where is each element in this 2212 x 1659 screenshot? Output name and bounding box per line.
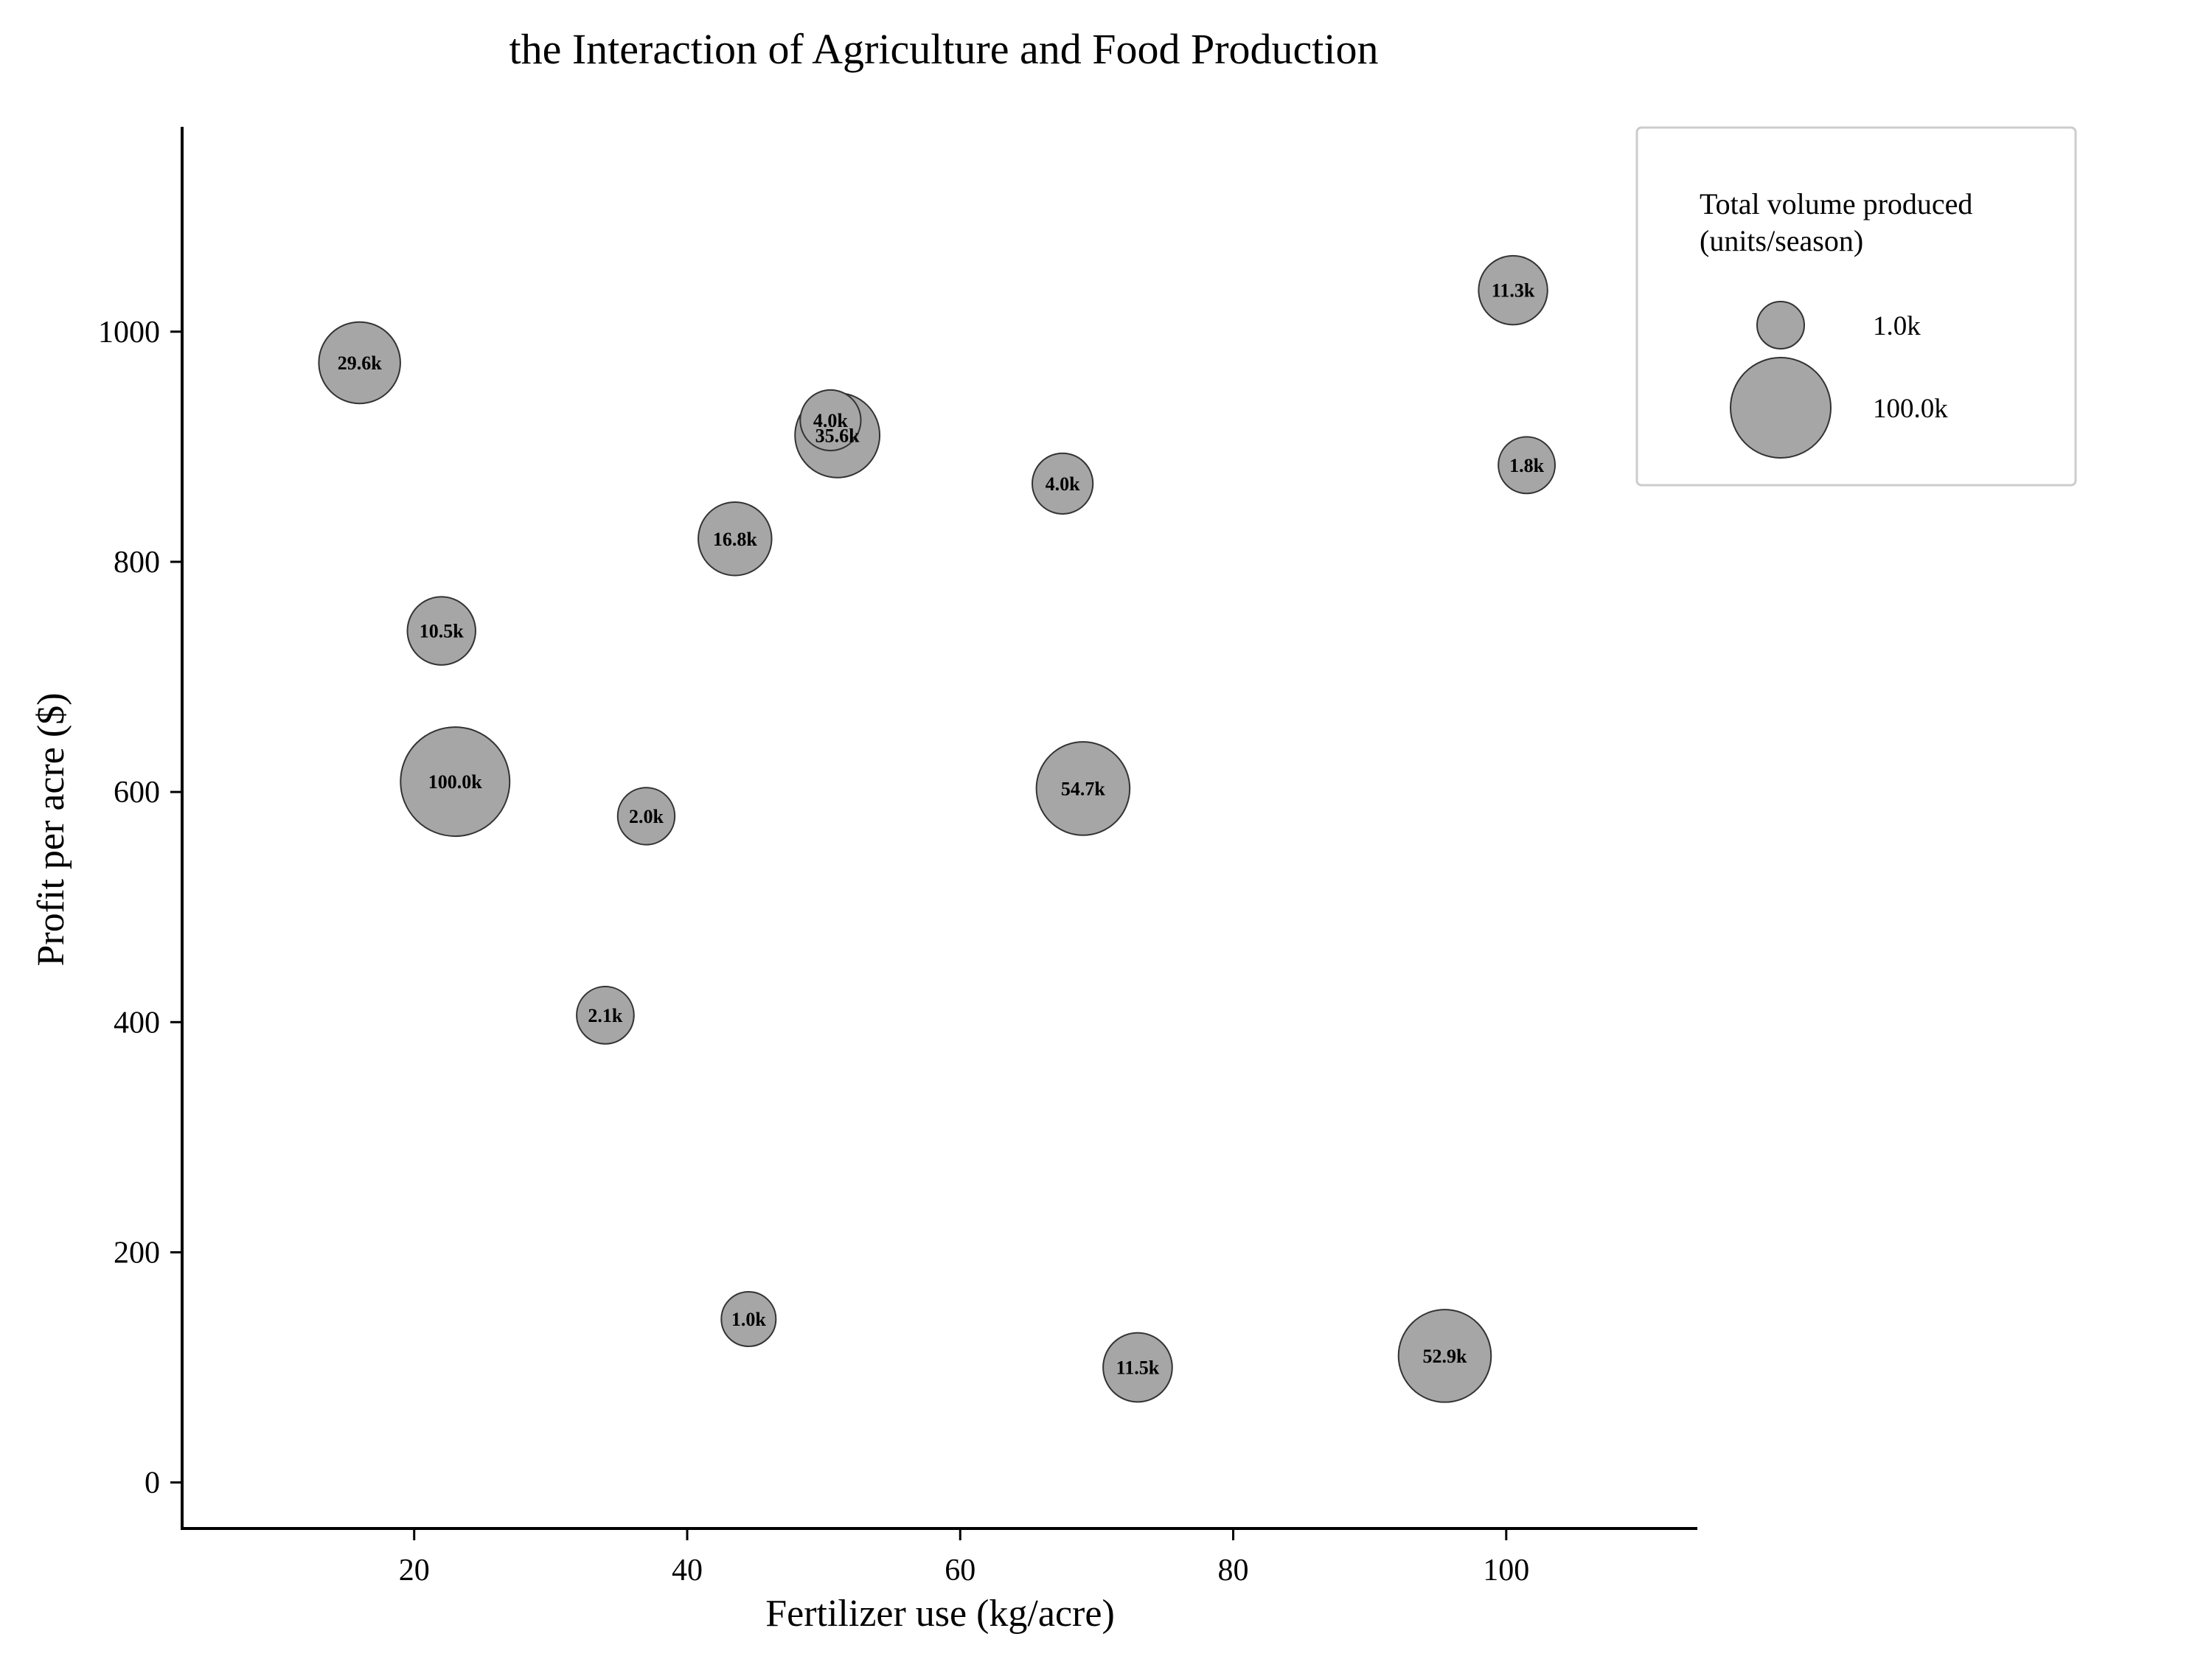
bubble-layer — [318, 254, 1556, 1403]
x-tick-label: 40 — [672, 1554, 703, 1587]
bubble-data-label: 1.8k — [1509, 455, 1545, 476]
legend-title-line-2: (units/season) — [1700, 224, 1863, 257]
y-tick-label: 0 — [145, 1467, 160, 1500]
legend-entry-label: 1.0k — [1873, 311, 1921, 341]
bubble-point — [406, 596, 476, 666]
bubble-point — [1032, 452, 1094, 515]
bubble-data-label: 4.0k — [1046, 473, 1081, 495]
y-tick-label: 200 — [114, 1236, 160, 1270]
bubble-label-layer: 29.6k10.5k100.0k2.0k2.1k16.8k1.0k35.6k4.… — [338, 280, 1545, 1379]
bubble-data-label: 16.8k — [713, 529, 758, 550]
bubble-data-label: 10.5k — [420, 621, 465, 642]
x-axis-label: Fertilizer use (kg/acre) — [765, 1593, 1115, 1635]
legend-bubble — [1756, 301, 1805, 349]
x-tick-label: 80 — [1218, 1554, 1249, 1587]
bubble-data-label: 35.6k — [815, 425, 860, 446]
legend-bubble — [1730, 357, 1832, 459]
bubble-point — [616, 787, 676, 846]
x-tick-label: 20 — [399, 1554, 430, 1587]
bubble-point — [1498, 436, 1556, 495]
bubble-data-label: 1.0k — [731, 1309, 767, 1330]
bubble-point — [1397, 1309, 1492, 1403]
x-tick-label: 100 — [1483, 1554, 1529, 1587]
bubble-data-label: 11.3k — [1492, 280, 1535, 302]
y-tick-label: 400 — [114, 1006, 160, 1040]
legend-title-line-1: Total volume produced — [1700, 187, 1972, 220]
bubble-data-label: 2.1k — [588, 1005, 623, 1026]
size-legend: Total volume produced (units/season) 1.0… — [1635, 126, 2077, 487]
bubble-point — [720, 1290, 777, 1347]
bubble-point — [1478, 254, 1548, 326]
bubble-point — [799, 389, 862, 452]
bubble-point — [1102, 1332, 1173, 1403]
bubble-point — [576, 986, 635, 1045]
bubble-point — [698, 501, 773, 577]
legend-frame — [1635, 126, 2077, 487]
chart-title: the Interaction of Agriculture and Food … — [509, 25, 1378, 73]
bubble-data-label: 100.0k — [428, 771, 483, 793]
bubble-point — [1035, 741, 1131, 836]
bubble-data-label: 52.9k — [1423, 1346, 1468, 1367]
x-tick-label: 60 — [945, 1554, 975, 1587]
y-tick-label: 600 — [114, 776, 160, 810]
y-ticks: 0 200 400 600 800 1000 — [98, 316, 182, 1500]
bubble-data-label: 4.0k — [813, 410, 849, 431]
y-tick-label: 1000 — [98, 316, 160, 349]
bubble-data-label: 11.5k — [1116, 1357, 1160, 1378]
bubble-data-label: 29.6k — [338, 352, 383, 374]
bubble-point — [400, 726, 511, 838]
legend-entries: 1.0k 100.0k — [1730, 301, 1948, 459]
bubble-data-label: 2.0k — [629, 806, 664, 827]
y-axis-label: Profit per acre ($) — [30, 692, 72, 966]
bubble-point — [318, 321, 401, 405]
legend-entry-label: 100.0k — [1873, 394, 1948, 424]
x-ticks: 20 40 60 80 100 — [399, 1528, 1529, 1587]
y-tick-label: 800 — [114, 546, 160, 580]
bubble-data-label: 54.7k — [1061, 778, 1106, 799]
